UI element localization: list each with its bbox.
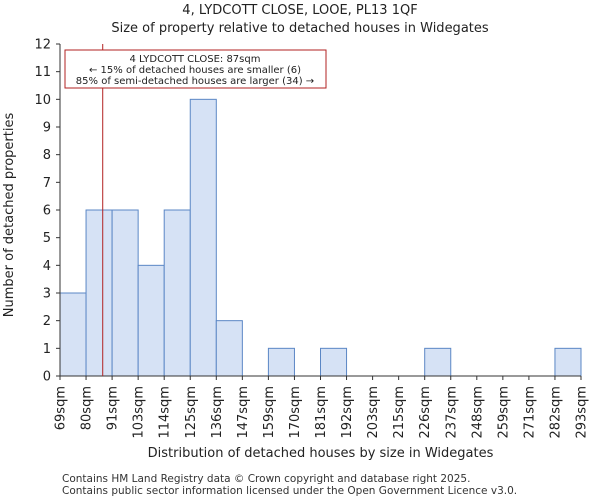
x-tick-label: 192sqm bbox=[340, 386, 355, 439]
bar-181sqm bbox=[320, 347, 348, 377]
x-tick-label: 125sqm bbox=[184, 386, 199, 439]
x-tick-label: 136sqm bbox=[210, 386, 225, 439]
annotation-larger: 85% of semi-detached houses are larger (… bbox=[76, 76, 314, 87]
bar-114sqm bbox=[163, 209, 191, 377]
y-tick-label: 4 bbox=[43, 259, 51, 274]
bar-91sqm bbox=[111, 209, 139, 377]
x-tick-label: 259sqm bbox=[496, 386, 511, 439]
y-tick-label: 10 bbox=[34, 93, 51, 108]
footer-copyright: Contains HM Land Registry data © Crown c… bbox=[62, 473, 471, 485]
x-tick-label: 147sqm bbox=[236, 386, 251, 439]
bar-136sqm bbox=[215, 320, 243, 377]
y-tick-label: 2 bbox=[43, 314, 51, 329]
x-axis-label: Distribution of detached houses by size … bbox=[148, 446, 494, 461]
y-tick-label: 1 bbox=[43, 342, 51, 357]
x-tick-label: 181sqm bbox=[314, 386, 329, 439]
x-tick-label: 91sqm bbox=[106, 386, 121, 430]
x-tick-label: 69sqm bbox=[54, 386, 69, 430]
x-tick-label: 226sqm bbox=[418, 386, 433, 439]
x-tick-label: 103sqm bbox=[132, 386, 147, 439]
x-tick-label: 203sqm bbox=[366, 386, 381, 439]
bar-69sqm bbox=[59, 292, 87, 377]
y-tick-label: 12 bbox=[34, 38, 51, 53]
x-tick-label: 215sqm bbox=[392, 386, 407, 439]
x-tick-label: 271sqm bbox=[522, 386, 537, 439]
chart-title: 4, LYDCOTT CLOSE, LOOE, PL13 1QF bbox=[182, 3, 418, 18]
y-tick-label: 11 bbox=[34, 65, 51, 80]
x-tick-label: 159sqm bbox=[262, 386, 277, 439]
annotation-border bbox=[64, 49, 327, 89]
y-tick-label: 6 bbox=[43, 204, 51, 219]
bar-282sqm bbox=[554, 347, 582, 377]
x-tick-label: 248sqm bbox=[470, 386, 485, 439]
x-tick-label: 114sqm bbox=[158, 386, 173, 439]
chart-subtitle: Size of property relative to detached ho… bbox=[111, 21, 489, 36]
y-tick-label: 0 bbox=[43, 370, 51, 385]
x-tick-label: 293sqm bbox=[575, 386, 590, 439]
x-tick-label: 80sqm bbox=[80, 386, 95, 430]
x-tick-label: 170sqm bbox=[288, 386, 303, 439]
y-tick-label: 9 bbox=[43, 121, 51, 136]
bar-226sqm bbox=[424, 347, 452, 377]
y-tick-label: 5 bbox=[43, 231, 51, 246]
y-tick-label: 3 bbox=[43, 287, 51, 302]
x-tick-label: 237sqm bbox=[444, 386, 459, 439]
bar-125sqm bbox=[189, 98, 217, 377]
annotation-title: 4 LYDCOTT CLOSE: 87sqm bbox=[130, 54, 261, 65]
footer-licence: Contains public sector information licen… bbox=[62, 485, 518, 497]
y-axis-label: Number of detached properties bbox=[2, 113, 17, 318]
bar-103sqm bbox=[137, 264, 165, 377]
annotation-box: 4 LYDCOTT CLOSE: 87sqm ← 15% of detached… bbox=[64, 49, 327, 89]
annotation-smaller: ← 15% of detached houses are smaller (6) bbox=[89, 65, 301, 76]
bar-159sqm bbox=[267, 347, 295, 377]
y-tick-label: 8 bbox=[43, 148, 51, 163]
bar-80sqm bbox=[85, 209, 113, 377]
y-tick-label: 7 bbox=[43, 176, 51, 191]
x-tick-label: 282sqm bbox=[548, 386, 563, 439]
